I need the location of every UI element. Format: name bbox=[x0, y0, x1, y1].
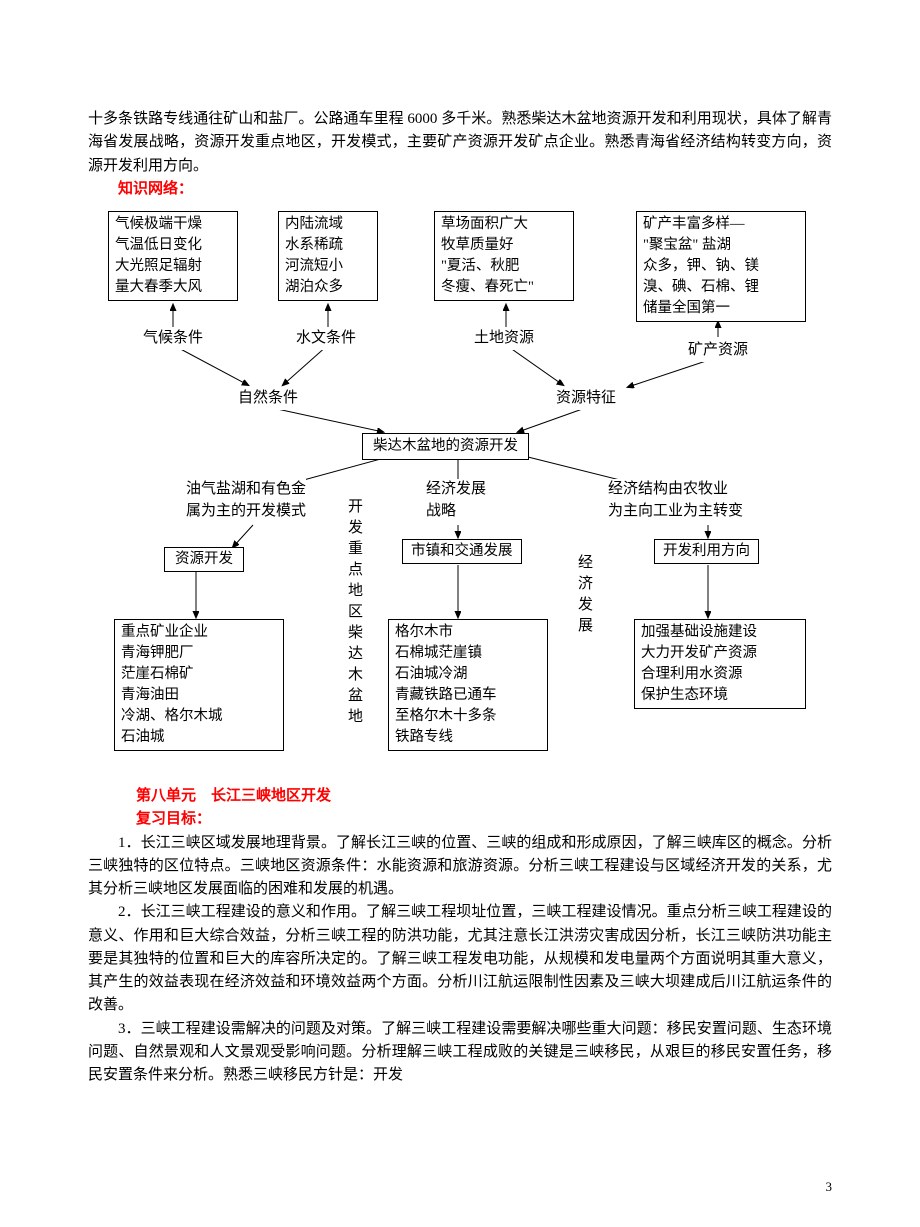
box-climate: 气候极端干燥气温低日变化大光照足辐射量大春季大风 bbox=[108, 211, 238, 301]
knowledge-network-label: 知识网络： bbox=[118, 181, 193, 197]
unit-8-title: 第八单元 长江三峡地区开发 bbox=[136, 788, 331, 804]
vlabel-econ-dev: 经济发展 bbox=[578, 553, 594, 637]
box-use-direction: 开发利用方向 bbox=[654, 539, 759, 564]
label-land: 土地资源 bbox=[474, 327, 534, 350]
label-minerals: 矿产资源 bbox=[688, 339, 748, 362]
box-hydrology: 内陆流域水系稀疏河流短小湖泊众多 bbox=[278, 211, 378, 301]
label-oilgas-mode: 油气盐湖和有色金属为主的开发模式 bbox=[186, 479, 306, 523]
label-hydrology: 水文条件 bbox=[296, 327, 356, 350]
review-goals-label: 复习目标： bbox=[136, 811, 211, 827]
box-center: 柴达木盆地的资源开发 bbox=[362, 433, 529, 460]
label-nature: 自然条件 bbox=[238, 387, 298, 410]
review-p3: 3．三峡工程建设需解决的问题及对策。了解三峡工程建设需要解决哪些重大问题：移民安… bbox=[88, 1018, 832, 1088]
box-grassland: 草场面积广大牧草质量好"夏活、秋肥冬瘦、春死亡" bbox=[434, 211, 574, 301]
vlabel-dev-region: 开发重点地区柴达木盆地 bbox=[348, 497, 364, 728]
intro-paragraph: 十多条铁路专线通往矿山和盐厂。公路通车里程 6000 多千米。熟悉柴达木盆地资源… bbox=[88, 108, 832, 178]
box-infrastructure: 加强基础设施建设大力开发矿产资源合理利用水资源保护生态环境 bbox=[634, 619, 806, 709]
box-minerals: 矿产丰富多样—"聚宝盆" 盐湖众多，钾、钠、镁溴、碘、石棉、锂储量全国第一 bbox=[636, 211, 806, 322]
review-p2: 2．长江三峡工程建设的意义和作用。了解三峡工程坝址位置，三峡工程建设情况。重点分… bbox=[88, 901, 832, 1017]
label-climate: 气候条件 bbox=[143, 327, 203, 350]
box-enterprises: 重点矿业企业青海钾肥厂茫崖石棉矿青海油田冷湖、格尔木城石油城 bbox=[114, 619, 284, 751]
label-econ-structure: 经济结构由农牧业为主向工业为主转变 bbox=[608, 479, 743, 523]
box-resource-dev: 资源开发 bbox=[164, 547, 244, 572]
box-town-transport: 市镇和交通发展 bbox=[402, 539, 522, 564]
box-geermu: 格尔木市石棉城茫崖镇石油城冷湖青藏铁路已通车至格尔木十多条铁路专线 bbox=[388, 619, 548, 751]
label-econ-strategy: 经济发展战略 bbox=[426, 479, 486, 523]
concept-diagram: 气候极端干燥气温低日变化大光照足辐射量大春季大风 内陆流域水系稀疏河流短小湖泊众… bbox=[88, 207, 832, 777]
label-resource: 资源特征 bbox=[556, 387, 616, 410]
review-p1: 1．长江三峡区域发展地理背景。了解长江三峡的位置、三峡的组成和形成原因，了解三峡… bbox=[88, 832, 832, 902]
page-number: 3 bbox=[826, 1177, 833, 1197]
